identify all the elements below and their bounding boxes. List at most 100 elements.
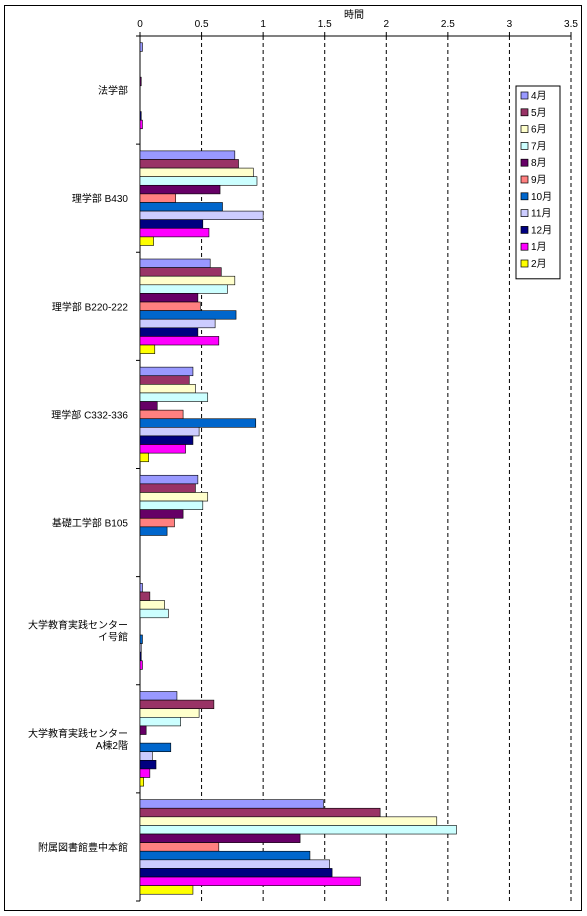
bar [139, 384, 196, 394]
bar [139, 167, 254, 177]
bar [139, 799, 324, 809]
legend-label: 2月 [531, 258, 547, 270]
bar [139, 176, 258, 186]
bar [139, 284, 228, 294]
legend-swatch [520, 125, 529, 133]
bar [139, 517, 175, 528]
bar [139, 600, 165, 610]
category-label: イ号館 [98, 631, 128, 644]
bar [139, 318, 216, 329]
bar [139, 258, 211, 268]
bar [139, 42, 143, 52]
bar [139, 825, 457, 835]
legend-label: 6月 [531, 124, 547, 136]
bar [139, 850, 311, 861]
bar [139, 202, 223, 212]
category-label: A棟2階 [96, 739, 128, 752]
legend-swatch [520, 91, 529, 100]
bar [139, 210, 264, 220]
bar [139, 725, 147, 735]
bar [139, 842, 220, 852]
legend-label: 10月 [531, 191, 552, 203]
bar [139, 474, 199, 485]
bar [139, 409, 184, 420]
bar [139, 760, 157, 770]
category-label: 基礎工学部 B105 [52, 517, 129, 530]
bar [139, 375, 190, 385]
bar [139, 751, 153, 761]
bar [139, 768, 151, 778]
bar [139, 634, 143, 644]
bar [139, 119, 143, 130]
legend-label: 5月 [531, 107, 547, 119]
legend-label: 8月 [531, 157, 547, 169]
bar [139, 608, 169, 619]
bar [139, 111, 142, 121]
legend-swatch [520, 226, 529, 234]
bar [139, 643, 142, 653]
legend-label: 7月 [531, 140, 547, 152]
bar [139, 691, 178, 701]
x-tick-label: 3 [507, 19, 513, 30]
legend-swatch [520, 158, 529, 167]
bar [139, 868, 333, 878]
bar [139, 293, 199, 303]
x-tick-label: 0.5 [195, 19, 209, 30]
bar [139, 275, 236, 286]
bar [139, 660, 143, 670]
bar [139, 193, 177, 203]
legend-swatch [520, 209, 529, 217]
bar [139, 301, 201, 311]
bar [139, 492, 209, 502]
bar [139, 159, 239, 169]
legend-label: 12月 [531, 224, 552, 236]
category-label: 理学部 B220-222 [52, 300, 129, 313]
legend-swatch [520, 142, 529, 150]
bar [139, 591, 151, 601]
bar [139, 427, 200, 437]
legend-label: 4月 [531, 90, 547, 102]
bar [139, 366, 194, 377]
bar [139, 344, 156, 354]
bar [139, 310, 237, 320]
bar [139, 651, 142, 662]
bar [139, 859, 330, 869]
x-tick-label: 2 [384, 19, 390, 30]
chart-frame [4, 5, 582, 911]
x-tick-label: 1 [260, 19, 266, 30]
bar [139, 833, 301, 843]
bar [139, 876, 361, 886]
category-label: 理学部 B430 [72, 192, 129, 205]
legend-label: 11月 [531, 208, 551, 220]
legend-swatch [520, 175, 529, 184]
bar [139, 526, 168, 536]
bar [139, 267, 222, 277]
x-tick-label: 0 [137, 19, 143, 30]
category-label: 附属図書館豊中本館 [38, 841, 128, 854]
legend-swatch [520, 242, 529, 251]
legend-swatch [520, 192, 529, 201]
legend-swatch [520, 259, 529, 268]
bar [139, 435, 194, 445]
bar [139, 76, 142, 87]
bar [139, 816, 438, 826]
x-tick-label: 1.5 [318, 19, 332, 30]
bar [139, 219, 204, 229]
bar [139, 418, 257, 428]
bar [139, 444, 186, 454]
x-tick-label: 3.5 [564, 19, 578, 30]
category-label: 法学部 [98, 84, 128, 97]
bar [139, 227, 210, 238]
category-label: 大学教育実践センター [28, 619, 128, 632]
bar [139, 509, 184, 519]
x-axis-title: 時間 [344, 9, 364, 21]
bar [139, 583, 143, 593]
bar [139, 401, 158, 411]
bar [139, 777, 144, 787]
bar [139, 742, 172, 753]
bar [139, 184, 221, 195]
category-label: 理学部 C332-336 [51, 408, 128, 421]
bar [139, 236, 154, 246]
bar [139, 708, 200, 718]
